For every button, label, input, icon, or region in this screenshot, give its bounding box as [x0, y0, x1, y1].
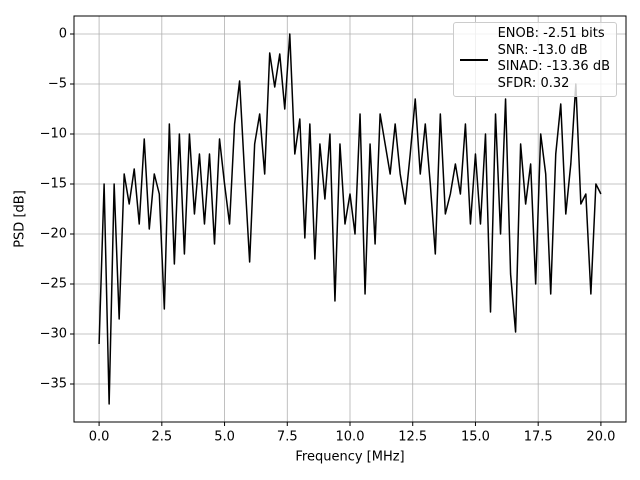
x-tick-label: 15.0	[461, 430, 490, 445]
y-tick-label: −5	[48, 77, 67, 92]
y-tick-label: −15	[40, 177, 67, 192]
x-tick-label: 0.0	[89, 430, 110, 445]
legend: ENOB: -2.51 bits SNR: -13.0 dB SINAD: -1…	[452, 22, 617, 97]
x-tick-label: 17.5	[524, 430, 553, 445]
ticks: 0.0 2.5 5.0 7.5 10.0 12.5 15.0 17.5 20.0 0 −5 −10 −1…	[40, 27, 616, 445]
y-tick-label: −35	[40, 377, 67, 392]
y-tick-label: −25	[40, 277, 67, 292]
legend-line	[459, 59, 488, 62]
x-tick-label: 5.0	[214, 430, 235, 445]
x-tick-label: 20.0	[586, 430, 615, 445]
y-tick-label: −20	[40, 227, 67, 242]
y-tick-label: −30	[40, 327, 67, 342]
y-tick-label: −10	[40, 127, 67, 142]
x-axis-label: Frequency [MHz]	[295, 450, 404, 465]
data-line	[98, 33, 602, 405]
y-axis-label: PSD [dB]	[13, 190, 28, 248]
x-tick-label: 7.5	[277, 430, 298, 445]
y-tick-label: 0	[59, 27, 67, 42]
x-tick-label: 2.5	[151, 430, 172, 445]
x-tick-label: 12.5	[398, 430, 427, 445]
lines	[98, 33, 602, 405]
legend-label: ENOB: -2.51 bits SNR: -13.0 dB SINAD: -1…	[497, 26, 610, 92]
x-tick-label: 10.0	[336, 430, 365, 445]
